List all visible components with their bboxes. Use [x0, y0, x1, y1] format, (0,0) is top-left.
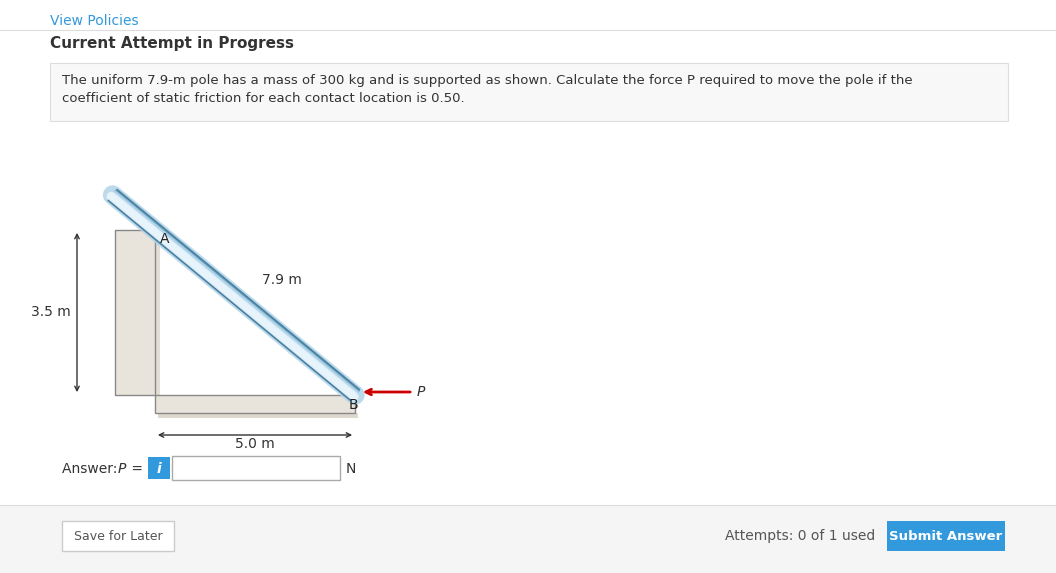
Text: View Policies: View Policies — [50, 14, 138, 28]
Text: Answer:: Answer: — [62, 462, 121, 476]
Text: 5.0 m: 5.0 m — [235, 437, 275, 451]
Text: i: i — [156, 462, 162, 476]
Text: =: = — [127, 462, 143, 476]
Text: Attempts: 0 of 1 used: Attempts: 0 of 1 used — [724, 529, 875, 543]
Text: Current Attempt in Progress: Current Attempt in Progress — [50, 36, 294, 51]
Text: 7.9 m: 7.9 m — [262, 273, 302, 287]
Bar — [148, 457, 170, 479]
Text: P: P — [118, 462, 127, 476]
Text: Save for Later: Save for Later — [74, 529, 163, 543]
Bar — [155, 235, 161, 395]
Bar — [0, 505, 1056, 573]
Bar — [155, 395, 355, 413]
Text: P: P — [417, 385, 426, 399]
Bar — [62, 521, 174, 551]
Text: N: N — [346, 462, 356, 476]
Text: 3.5 m: 3.5 m — [32, 305, 71, 320]
Text: coefficient of static friction for each contact location is 0.50.: coefficient of static friction for each … — [62, 92, 465, 105]
Text: B: B — [348, 398, 358, 412]
Bar — [50, 63, 1008, 121]
Text: The uniform 7.9-m pole has a mass of 300 kg and is supported as shown. Calculate: The uniform 7.9-m pole has a mass of 300… — [62, 74, 912, 87]
Bar — [115, 230, 155, 395]
Text: Submit Answer: Submit Answer — [889, 529, 1002, 543]
Bar — [172, 456, 340, 480]
Text: A: A — [161, 232, 170, 246]
Bar — [887, 521, 1005, 551]
Bar — [158, 413, 358, 418]
